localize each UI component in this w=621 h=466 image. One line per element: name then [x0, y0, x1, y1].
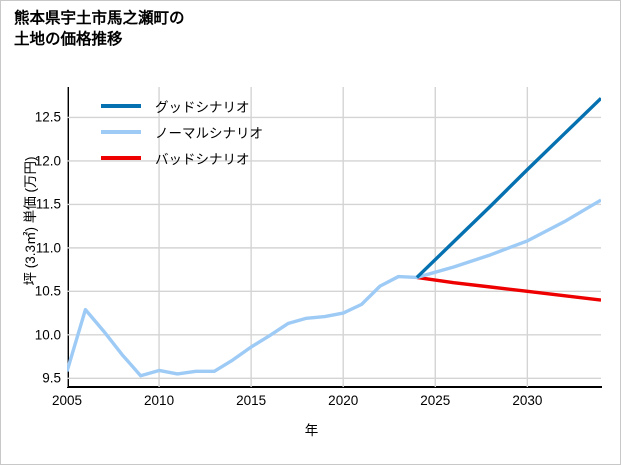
x-axis-tick-label: 2015 [236, 393, 267, 408]
y-axis-tick-labels: 9.5 10.0 10.5 11.0 11.5 12.0 12.5 [1, 1, 61, 466]
plot-svg [67, 87, 601, 387]
series-line [415, 97, 601, 279]
legend-label-good: グッドシナリオ [155, 100, 250, 115]
legend-swatch-bad [101, 156, 141, 160]
series-lines [67, 97, 601, 378]
x-axis-tick-label: 2030 [512, 393, 543, 408]
legend-swatch-good [101, 104, 141, 108]
legend-label-normal: ノーマルシナリオ [155, 126, 263, 141]
y-axis-tick-label: 11.0 [35, 240, 61, 256]
y-axis-tick-label: 10.5 [34, 283, 61, 299]
y-axis-tick-label: 11.5 [35, 196, 61, 212]
legend-label-bad: バッドシナリオ [155, 152, 250, 167]
legend-swatch-normal [101, 130, 141, 134]
x-axis-tick-label: 2010 [144, 393, 175, 408]
x-axis-tick-label: 2020 [328, 393, 359, 408]
y-axis-tick-label: 12.0 [34, 153, 61, 169]
plot-area [67, 87, 601, 387]
series-line [67, 198, 601, 378]
legend-item-good: グッドシナリオ [101, 93, 331, 119]
x-axis-label: 年 [304, 423, 319, 438]
y-axis-spine [67, 87, 69, 387]
x-axis-spine [67, 386, 602, 388]
chart-title: 熊本県宇土市馬之瀬町の 土地の価格推移 [14, 10, 185, 48]
y-axis-tick-label: 12.5 [34, 109, 61, 125]
legend-item-bad: バッドシナリオ [101, 145, 331, 171]
legend-item-normal: ノーマルシナリオ [101, 119, 331, 145]
chart-legend: グッドシナリオ ノーマルシナリオ バッドシナリオ [101, 93, 331, 171]
y-axis-label: 坪 (3.3㎡) 単価 (万円) [23, 156, 38, 286]
x-axis-tick-label: 2025 [420, 393, 451, 408]
y-axis-tick-label: 9.5 [42, 370, 61, 386]
y-axis-tick-label: 10.0 [34, 327, 61, 343]
x-axis-tick-label: 2005 [51, 393, 83, 408]
series-line [416, 275, 601, 302]
